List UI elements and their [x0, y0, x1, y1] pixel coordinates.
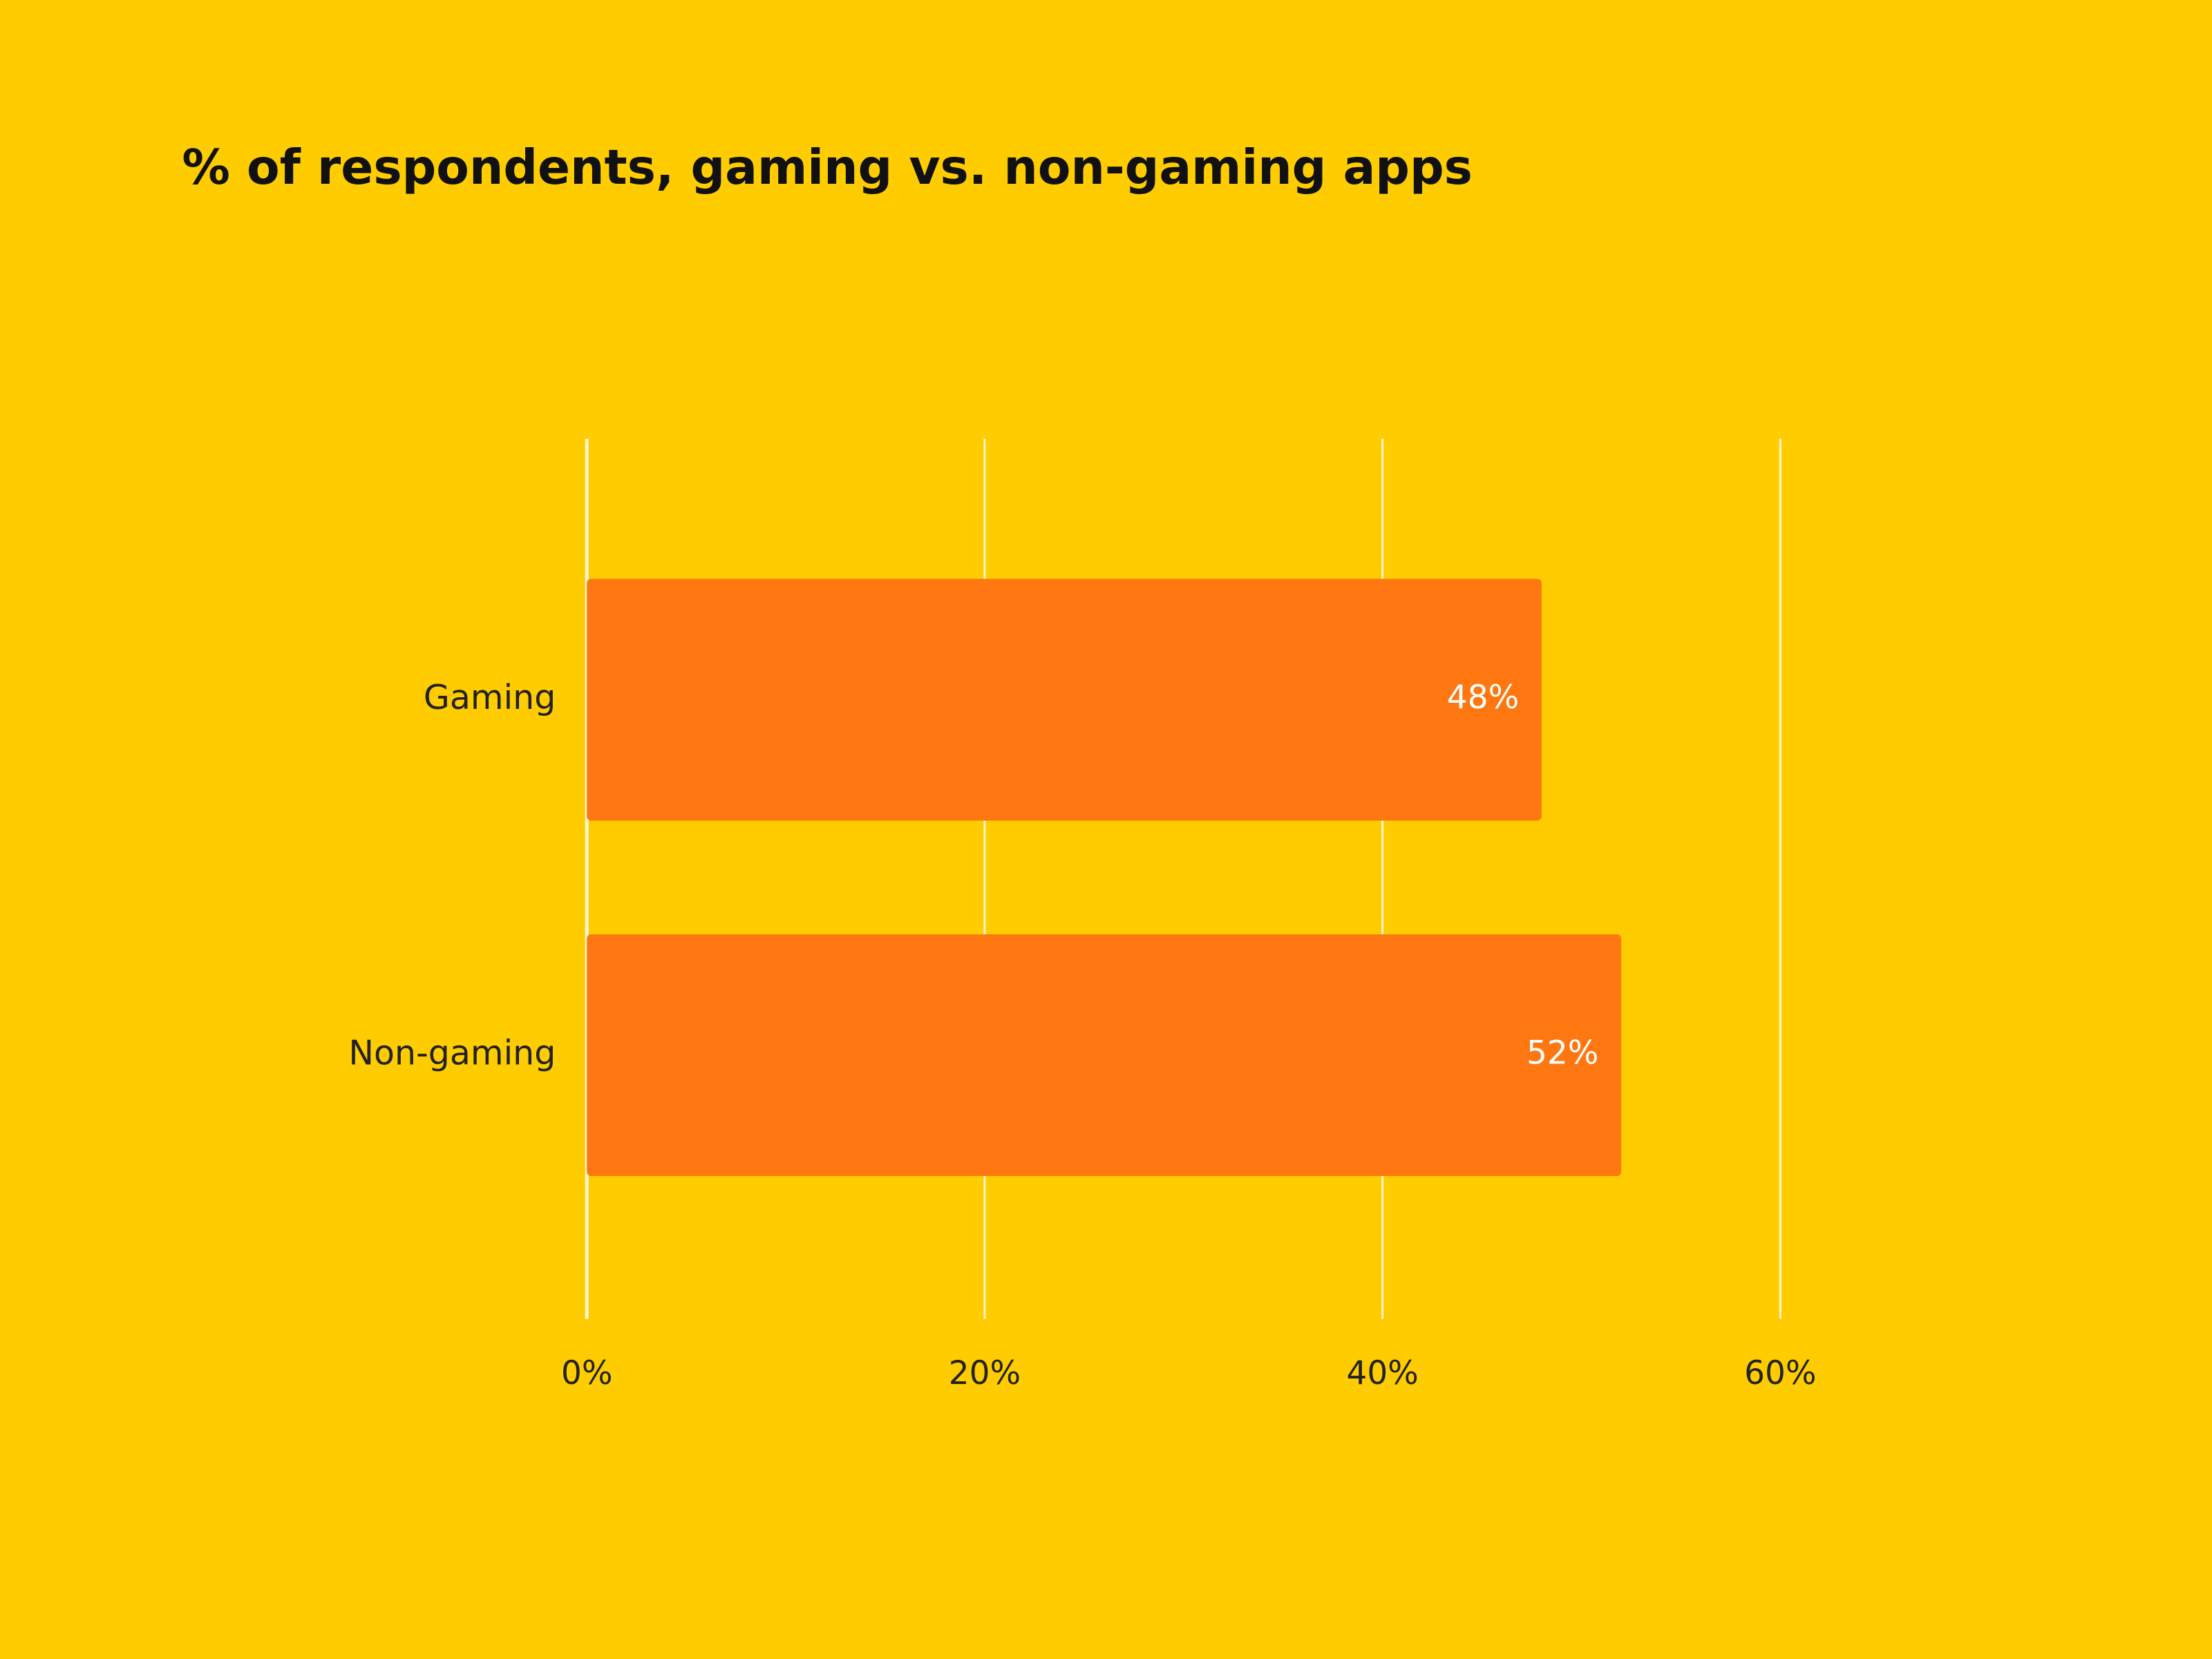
x-tick-label: 20% [949, 1354, 1021, 1392]
y-tick-label: Non-gaming [348, 1034, 556, 1073]
bar [587, 934, 1622, 1177]
value-label: 48% [1447, 679, 1519, 717]
value-label: 52% [1526, 1034, 1598, 1072]
y-tick-label: Gaming [424, 678, 556, 717]
x-tick-label: 60% [1744, 1354, 1816, 1392]
bar [587, 578, 1542, 821]
chart-title: % of respondents, gaming vs. non-gaming … [182, 140, 1473, 196]
x-tick-label: 0% [561, 1354, 612, 1392]
x-tick-label: 40% [1346, 1354, 1418, 1392]
